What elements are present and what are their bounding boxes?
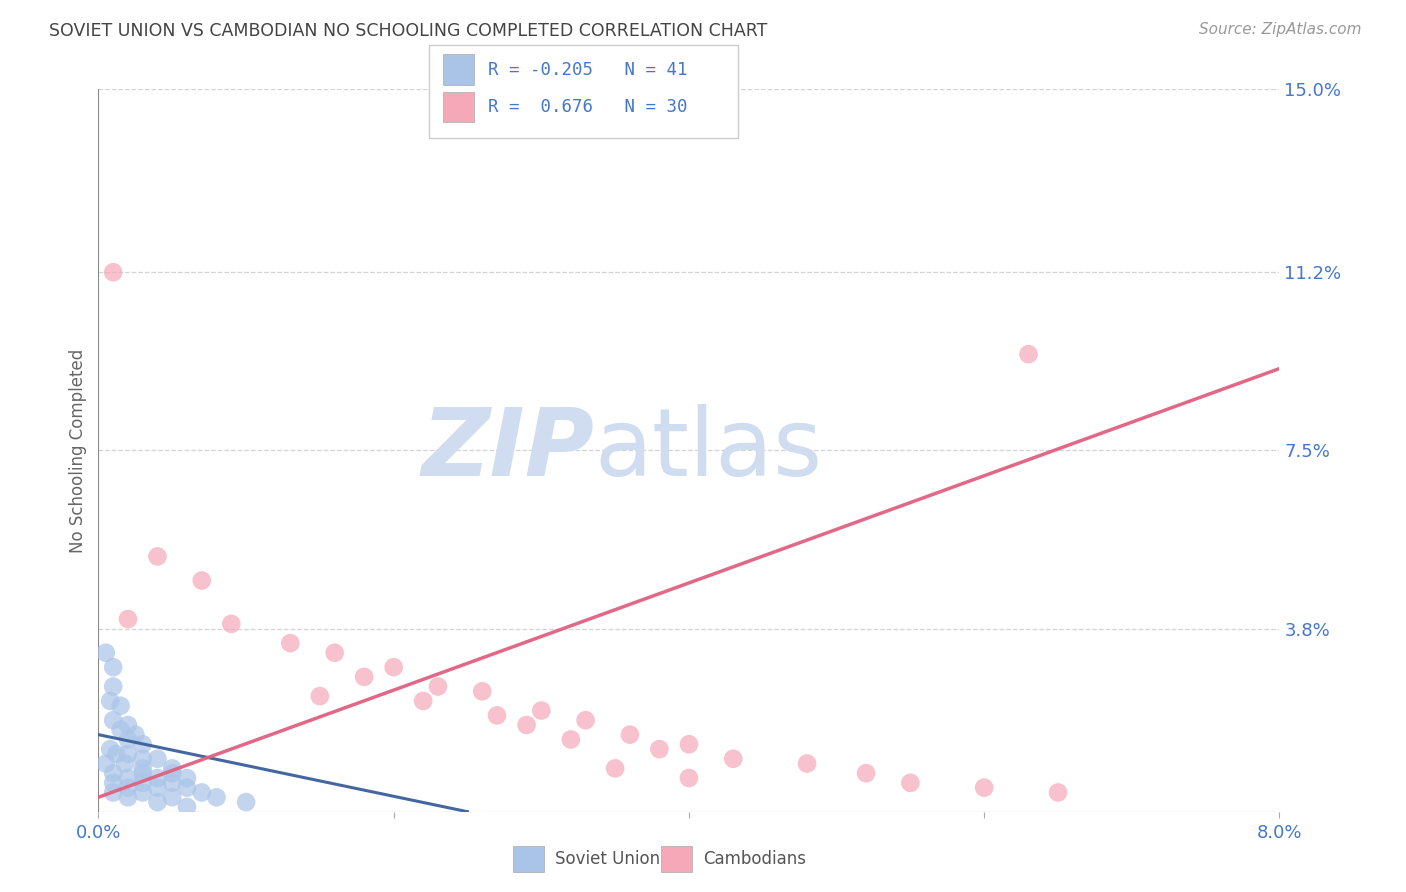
Text: atlas: atlas bbox=[595, 404, 823, 497]
Point bbox=[855, 766, 877, 780]
Point bbox=[132, 737, 155, 751]
Point bbox=[619, 728, 641, 742]
Point bbox=[117, 771, 139, 785]
Point bbox=[176, 780, 198, 795]
Point bbox=[114, 756, 136, 771]
Point bbox=[1018, 347, 1040, 361]
Point bbox=[117, 612, 139, 626]
Point bbox=[191, 574, 214, 588]
Point bbox=[146, 795, 169, 809]
Point bbox=[132, 752, 155, 766]
Point bbox=[900, 776, 922, 790]
Point bbox=[560, 732, 582, 747]
Point bbox=[103, 785, 125, 799]
Point bbox=[146, 780, 169, 795]
Point bbox=[516, 718, 538, 732]
Text: R = -0.205   N = 41: R = -0.205 N = 41 bbox=[488, 61, 688, 78]
Y-axis label: No Schooling Completed: No Schooling Completed bbox=[69, 349, 87, 552]
Point bbox=[117, 790, 139, 805]
Point bbox=[132, 785, 155, 799]
Text: ZIP: ZIP bbox=[422, 404, 595, 497]
Point bbox=[132, 776, 155, 790]
Point bbox=[162, 766, 183, 780]
Point bbox=[103, 265, 125, 279]
Point bbox=[146, 752, 169, 766]
Point bbox=[796, 756, 818, 771]
Point bbox=[323, 646, 346, 660]
Point bbox=[427, 680, 450, 694]
Point bbox=[117, 747, 139, 761]
Point bbox=[110, 723, 132, 737]
Point bbox=[146, 771, 169, 785]
Point bbox=[471, 684, 494, 698]
Point bbox=[309, 689, 332, 703]
Point bbox=[110, 698, 132, 713]
Point bbox=[678, 771, 700, 785]
Point bbox=[723, 752, 745, 766]
Text: Source: ZipAtlas.com: Source: ZipAtlas.com bbox=[1198, 22, 1361, 37]
Point bbox=[117, 718, 139, 732]
Point bbox=[103, 766, 125, 780]
Point bbox=[124, 728, 146, 742]
Point bbox=[353, 670, 375, 684]
Point bbox=[221, 616, 243, 631]
Point bbox=[105, 747, 128, 761]
Text: SOVIET UNION VS CAMBODIAN NO SCHOOLING COMPLETED CORRELATION CHART: SOVIET UNION VS CAMBODIAN NO SCHOOLING C… bbox=[49, 22, 768, 40]
Point bbox=[176, 771, 198, 785]
Point bbox=[575, 713, 598, 727]
Point bbox=[530, 704, 553, 718]
Point bbox=[648, 742, 671, 756]
Point bbox=[162, 776, 183, 790]
Point bbox=[94, 756, 117, 771]
Point bbox=[103, 776, 125, 790]
Point bbox=[412, 694, 434, 708]
Point bbox=[94, 646, 117, 660]
Point bbox=[973, 780, 995, 795]
Point bbox=[191, 785, 214, 799]
Point bbox=[205, 790, 228, 805]
Text: R =  0.676   N = 30: R = 0.676 N = 30 bbox=[488, 98, 688, 116]
Point bbox=[98, 742, 121, 756]
Point bbox=[103, 680, 125, 694]
Point bbox=[678, 737, 700, 751]
Point bbox=[176, 800, 198, 814]
Text: Soviet Union: Soviet Union bbox=[555, 850, 661, 868]
Point bbox=[382, 660, 405, 674]
Point bbox=[117, 732, 139, 747]
Point bbox=[98, 694, 121, 708]
Point bbox=[146, 549, 169, 564]
Point bbox=[162, 761, 183, 775]
Text: Cambodians: Cambodians bbox=[703, 850, 806, 868]
Point bbox=[132, 761, 155, 775]
Point bbox=[162, 790, 183, 805]
Point bbox=[605, 761, 627, 775]
Point bbox=[1046, 785, 1070, 799]
Point bbox=[117, 780, 139, 795]
Point bbox=[132, 766, 155, 780]
Point bbox=[103, 713, 125, 727]
Point bbox=[103, 660, 125, 674]
Point bbox=[280, 636, 302, 650]
Point bbox=[486, 708, 509, 723]
Point bbox=[235, 795, 257, 809]
